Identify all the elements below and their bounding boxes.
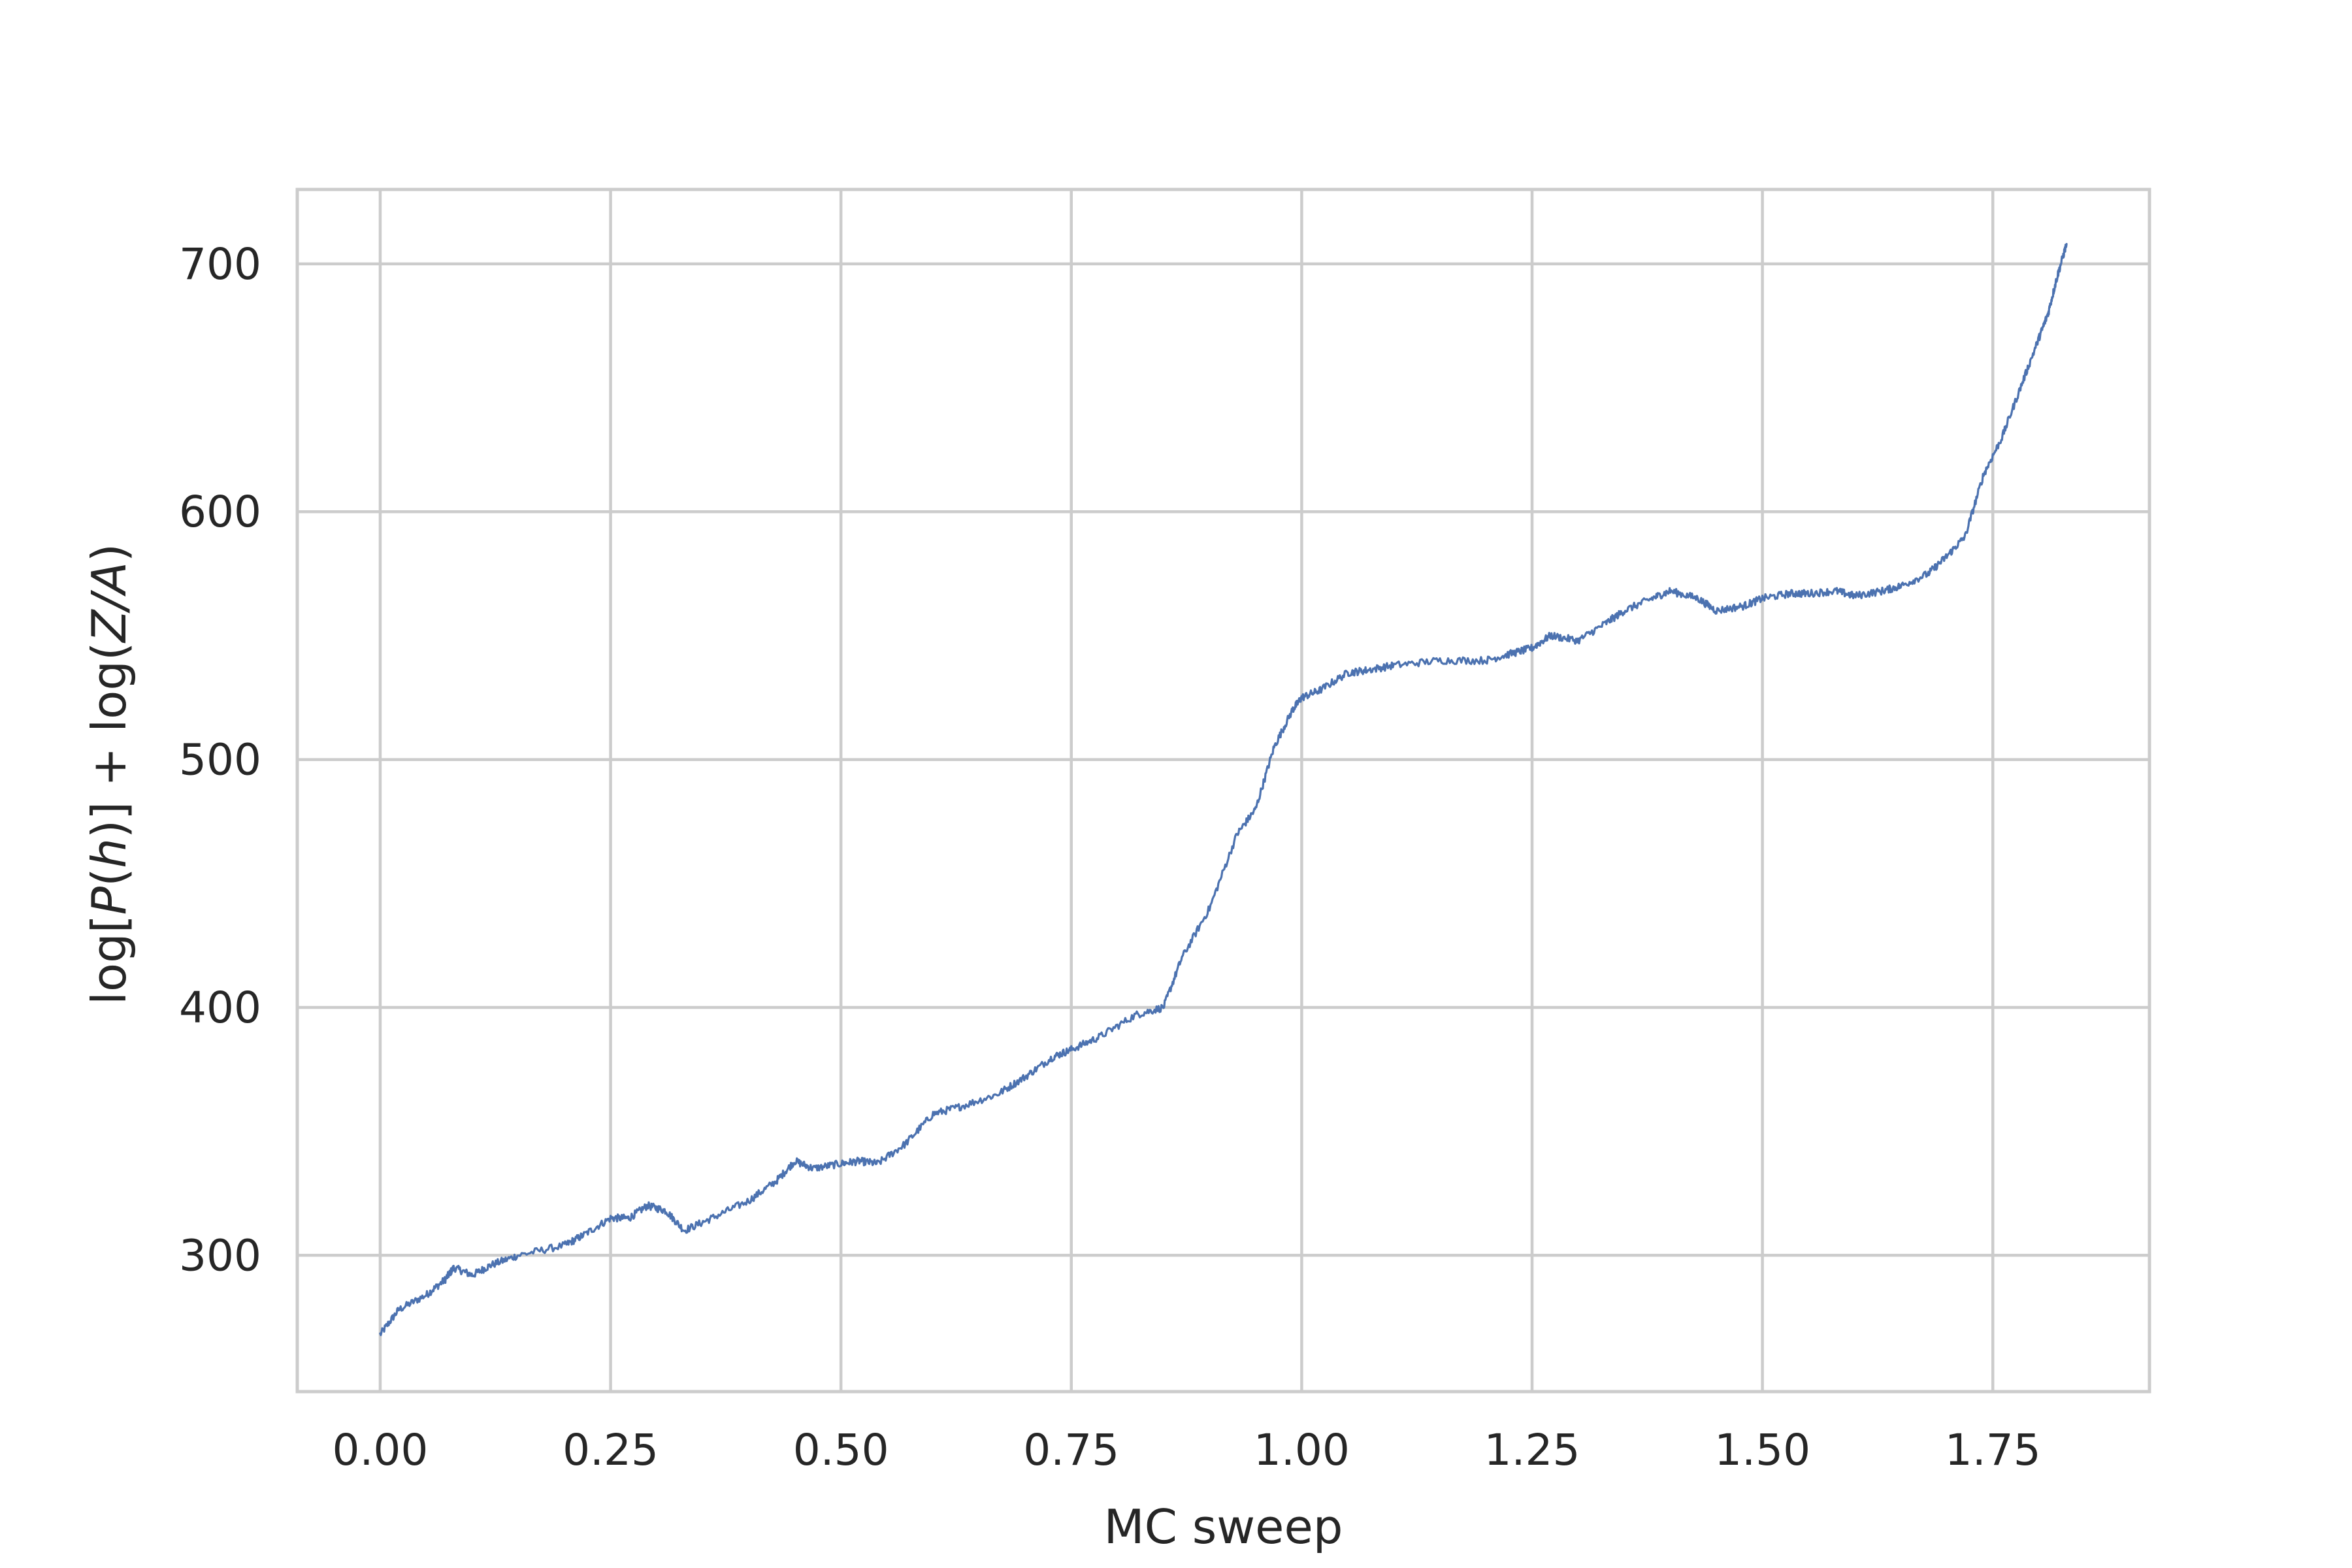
y-tick-label: 300 — [179, 1230, 261, 1281]
x-tick-label: 1.75 — [1945, 1425, 2041, 1475]
y-axis-label: log[P(h)] + log(Z/A) — [82, 544, 137, 1005]
x-tick-label: 0.00 — [332, 1425, 428, 1475]
x-tick-label: 1.25 — [1484, 1425, 1580, 1475]
y-tick-label: 700 — [179, 239, 261, 289]
series-layer — [379, 242, 2068, 1337]
plot-frame — [295, 188, 2151, 1394]
y-tick-label: 600 — [179, 487, 261, 537]
y-tick-label: 400 — [179, 983, 261, 1033]
x-tick-label: 0.75 — [1023, 1425, 1119, 1475]
x-axis-label: MC sweep — [1104, 1499, 1343, 1554]
y-tick-labels: 300 400 500 600 700 — [179, 239, 261, 1281]
x-tick-label: 1.50 — [1714, 1425, 1810, 1475]
grid-lines — [297, 189, 2149, 1392]
x-tick-labels: 0.00 0.25 0.50 0.75 1.00 1.25 1.50 1.75 — [332, 1425, 2040, 1475]
series-line — [379, 242, 2068, 1337]
x-tick-label: 1.00 — [1254, 1425, 1350, 1475]
x-tick-label: 0.25 — [563, 1425, 659, 1475]
y-tick-label: 500 — [179, 735, 261, 785]
x-tick-label: 0.50 — [793, 1425, 889, 1475]
